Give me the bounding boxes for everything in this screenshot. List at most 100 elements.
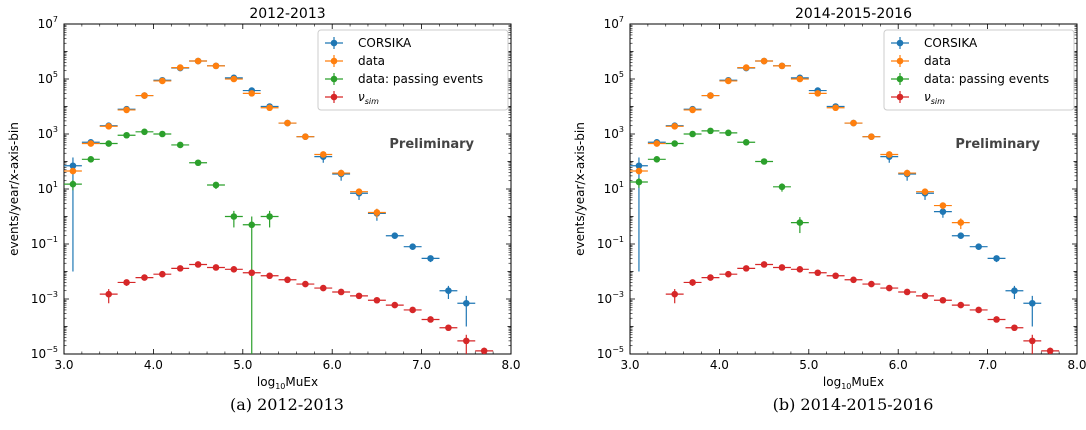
marker: [266, 213, 273, 220]
marker: [463, 337, 470, 345]
marker: [87, 156, 95, 163]
data-layer: [630, 57, 1060, 354]
y-axis-label: events/year/x-axis-bin: [573, 122, 587, 256]
legend-swatch-marker: [896, 57, 904, 65]
y-tick-base: 10: [604, 127, 619, 141]
marker: [903, 169, 911, 177]
data-point: [630, 157, 648, 272]
y-tick-exponent: −1: [46, 235, 58, 244]
marker: [921, 188, 929, 195]
y-tick-label: 103: [38, 125, 58, 141]
data-point: [844, 119, 863, 127]
marker: [159, 270, 166, 278]
data-point: [951, 301, 970, 309]
data-point: [153, 77, 172, 85]
data-point: [296, 133, 315, 140]
data-point: [350, 292, 368, 300]
marker: [176, 64, 184, 71]
legend-entry-nu_sim: νsim: [891, 90, 945, 106]
data-point: [951, 218, 970, 230]
marker: [939, 202, 947, 209]
y-tick-exponent: 3: [619, 125, 624, 134]
marker: [796, 75, 804, 83]
marker: [903, 288, 911, 296]
data-point: [737, 64, 756, 71]
data-point: [916, 292, 934, 300]
data-point: [790, 217, 809, 234]
x-label-subscript: 10: [841, 382, 851, 391]
y-tick-exponent: 5: [619, 70, 624, 79]
data-point: [987, 255, 1006, 263]
data-point: [171, 141, 190, 149]
data-point: [755, 158, 774, 165]
data-point: [916, 188, 934, 196]
marker: [427, 316, 434, 323]
data-point: [189, 57, 208, 65]
data-layer: [64, 57, 494, 354]
legend-label: CORSIKA: [924, 36, 978, 50]
y-tick-exponent: 3: [53, 125, 58, 134]
legend-entry-data_passing: data: passing events: [325, 72, 483, 86]
y-tick-label: 10−3: [597, 290, 624, 306]
y-axis-label: events/year/x-axis-bin: [7, 122, 21, 256]
marker: [141, 274, 148, 281]
preliminary-annotation: Preliminary: [955, 137, 1040, 152]
x-tick-label: 4.0: [144, 358, 163, 372]
marker: [760, 158, 768, 165]
data-point: [385, 232, 404, 240]
marker: [689, 106, 696, 114]
marker: [355, 292, 363, 300]
y-tick-label: 107: [38, 15, 58, 31]
data-point: [987, 316, 1006, 323]
data-point: [1005, 285, 1024, 299]
data-point: [99, 123, 118, 130]
data-point: [260, 210, 279, 228]
x-tick-label: 8.0: [501, 358, 520, 372]
data-point: [933, 202, 952, 210]
marker: [230, 266, 238, 273]
marker: [284, 276, 291, 284]
marker: [975, 306, 982, 314]
y-tick-base: 10: [38, 72, 53, 86]
legend-entry-data: data: [325, 54, 385, 68]
x-label-variable: MuEx: [285, 375, 318, 389]
legend-label-subscript: sim: [931, 97, 945, 106]
y-tick-base: 10: [31, 347, 46, 361]
data-point: [808, 90, 827, 97]
marker: [725, 77, 732, 85]
data-point: [153, 270, 172, 278]
data-point: [278, 119, 297, 127]
data-point: [99, 289, 118, 304]
x-tick-label: 5.0: [799, 358, 818, 372]
marker: [635, 178, 643, 186]
marker: [176, 265, 184, 272]
marker: [194, 261, 202, 268]
marker: [742, 138, 750, 146]
marker: [885, 151, 893, 158]
x-label-log: log: [823, 375, 841, 389]
chart-panel-2: 2014-2015-201610−510−310−11011031051073.…: [573, 6, 1086, 391]
y-tick-label: 10−5: [31, 345, 58, 361]
marker: [760, 261, 768, 268]
marker: [212, 62, 220, 70]
marker: [123, 131, 130, 139]
data-point: [296, 280, 315, 288]
data-point: [683, 106, 702, 114]
y-tick-label: 105: [38, 70, 58, 86]
data-point: [1023, 334, 1042, 354]
y-tick-base: 10: [38, 17, 53, 31]
data-point: [224, 266, 243, 273]
marker: [778, 183, 786, 191]
y-tick-base: 10: [604, 72, 619, 86]
x-tick-label: 3.0: [620, 358, 639, 372]
y-tick-exponent: −1: [612, 235, 624, 244]
series-data_passing: [630, 127, 809, 234]
marker: [671, 123, 678, 130]
x-label-subscript: 10: [275, 382, 285, 391]
data-point: [1023, 295, 1042, 327]
data-point: [951, 232, 970, 240]
marker: [671, 140, 678, 147]
chart-title: 2014-2015-2016: [795, 6, 912, 22]
y-tick-label: 10−1: [597, 235, 624, 251]
legend-box: [883, 29, 1075, 111]
